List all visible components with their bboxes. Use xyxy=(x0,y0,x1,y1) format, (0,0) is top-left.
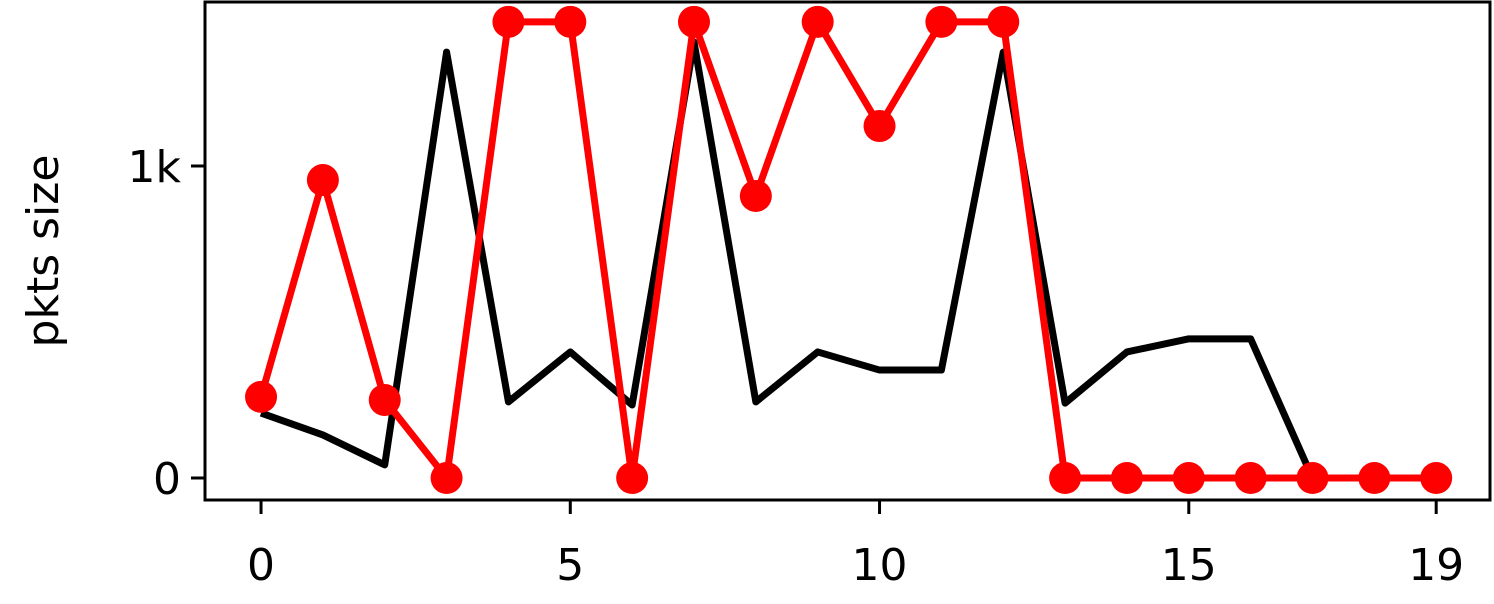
marker xyxy=(430,462,463,495)
x-tick-label: 10 xyxy=(852,540,908,591)
marker xyxy=(739,179,772,212)
marker xyxy=(1296,462,1329,495)
marker xyxy=(1172,462,1205,495)
marker xyxy=(554,5,587,38)
marker xyxy=(677,5,710,38)
marker xyxy=(801,5,834,38)
y-axis-label: pkts size xyxy=(18,155,69,348)
x-tick-label: 15 xyxy=(1161,540,1217,591)
marker xyxy=(1049,462,1082,495)
plot-frame xyxy=(203,0,1492,502)
marker xyxy=(987,5,1020,38)
marker xyxy=(245,380,278,413)
x-tick-label: 0 xyxy=(247,540,275,591)
marker xyxy=(1358,462,1391,495)
x-tick-label: 19 xyxy=(1408,540,1464,591)
y-tick-label: 0 xyxy=(153,454,181,505)
marker xyxy=(368,384,401,417)
marker xyxy=(616,462,649,495)
marker xyxy=(492,5,525,38)
marker xyxy=(306,164,339,197)
x-tick-label: 5 xyxy=(556,540,584,591)
marker xyxy=(925,5,958,38)
series-line xyxy=(257,18,1437,482)
marker xyxy=(1110,462,1143,495)
y-tick-label: 1k xyxy=(128,142,182,193)
series-line xyxy=(259,38,1437,482)
marker xyxy=(1420,462,1453,495)
marker xyxy=(863,110,896,143)
marker xyxy=(1234,462,1267,495)
